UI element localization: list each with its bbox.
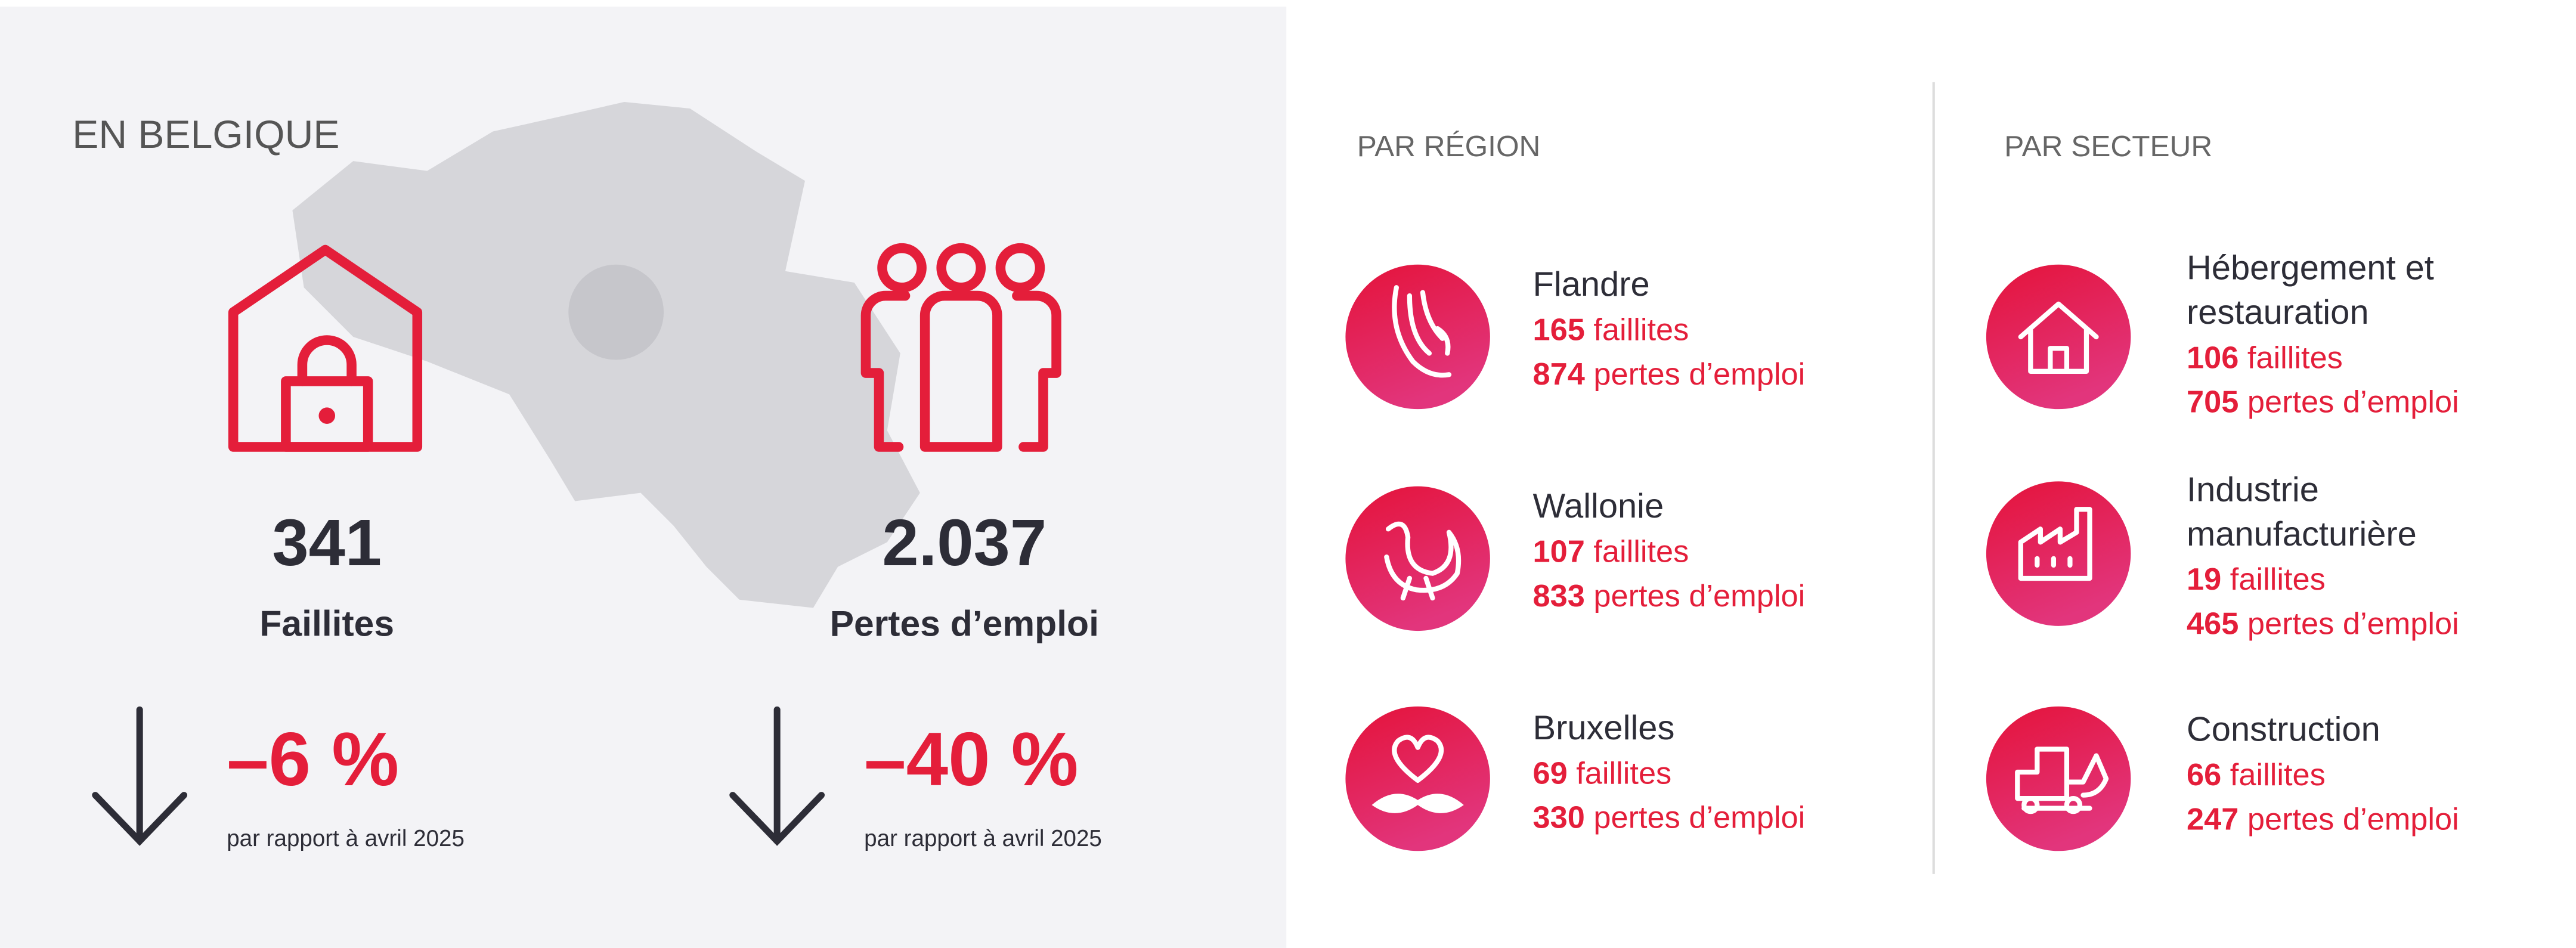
stat-number: 330: [1533, 801, 1585, 835]
item-name: manufacturière: [2187, 515, 2417, 553]
bruxelles-icon: [1345, 706, 1490, 851]
item-stat: 107 faillites: [1533, 534, 1689, 569]
item-name: Flandre: [1533, 265, 1650, 303]
map-marker: [568, 264, 664, 360]
item-stat: 19 faillites: [2187, 562, 2326, 597]
stat-label: faillites: [2247, 340, 2343, 375]
wallonie-icon: [1345, 486, 1490, 631]
item-stat: 705 pertes d’emploi: [2187, 385, 2459, 420]
stat-change: –6 %: [227, 717, 399, 801]
stat-label: faillites: [1593, 534, 1689, 569]
stat-number: 165: [1533, 312, 1585, 347]
stat-value: 2.037: [882, 506, 1046, 580]
item-name: Construction: [2187, 711, 2380, 749]
stat-change: –40 %: [864, 717, 1078, 801]
item-stat: 165 faillites: [1533, 312, 1689, 347]
stat-number: 833: [1533, 579, 1585, 614]
stat-number: 69: [1533, 756, 1568, 791]
stat-number: 874: [1533, 357, 1585, 392]
stat-label: pertes d’emploi: [1593, 357, 1805, 392]
item-name: Hébergement et: [2187, 249, 2434, 287]
section-title: PAR RÉGION: [1357, 129, 1541, 163]
stat-label: pertes d’emploi: [1593, 579, 1805, 614]
stat-number: 19: [2187, 562, 2221, 597]
stat-number: 107: [1533, 534, 1585, 569]
stat-label: pertes d’emploi: [1593, 801, 1805, 835]
item-stat: 66 faillites: [2187, 758, 2326, 792]
hebergement-icon: [1986, 264, 2131, 410]
item-name: Industrie: [2187, 470, 2319, 509]
arrow-down-icon: [729, 706, 825, 846]
stat-label: faillites: [2230, 758, 2326, 792]
item-stat: 833 pertes d’emploi: [1533, 579, 1806, 614]
stat-number: 247: [2187, 802, 2238, 837]
item-name: Wallonie: [1533, 487, 1664, 525]
stat-label: Pertes d’emploi: [830, 603, 1099, 643]
stat-number: 66: [2187, 758, 2221, 792]
section-title: PAR SECTEUR: [2004, 129, 2212, 163]
item-name: Bruxelles: [1533, 709, 1675, 747]
item-name: restauration: [2187, 293, 2368, 332]
stat-label: pertes d’emploi: [2247, 385, 2459, 420]
item-stat: 874 pertes d’emploi: [1533, 357, 1806, 392]
arrow-down-icon: [92, 706, 188, 846]
stat-label: faillites: [2230, 562, 2326, 597]
house-lock-icon: [228, 244, 423, 452]
stat-number: 106: [2187, 340, 2238, 375]
item-stat: 247 pertes d’emploi: [2187, 802, 2459, 837]
stat-number: 465: [2187, 607, 2238, 642]
stat-label: pertes d’emploi: [2247, 802, 2459, 837]
stat-value: 341: [272, 506, 382, 580]
stat-label: Faillites: [259, 603, 394, 643]
stat-number: 705: [2187, 385, 2238, 420]
item-stat: 69 faillites: [1533, 756, 1672, 791]
item-stat: 465 pertes d’emploi: [2187, 607, 2459, 642]
stat-label: pertes d’emploi: [2247, 607, 2459, 642]
item-stat: 330 pertes d’emploi: [1533, 801, 1806, 835]
stat-comparison: par rapport à avril 2025: [227, 826, 465, 851]
stat-label: faillites: [1576, 756, 1671, 791]
flandre-icon: [1345, 264, 1490, 410]
construction-icon: [1986, 706, 2131, 851]
stat-label: faillites: [1593, 312, 1689, 347]
stat-comparison: par rapport à avril 2025: [864, 826, 1102, 851]
item-stat: 106 faillites: [2187, 340, 2343, 375]
industrie-icon: [1986, 481, 2131, 626]
people-icon: [860, 243, 1061, 452]
section-title: EN BELGIQUE: [72, 113, 339, 157]
